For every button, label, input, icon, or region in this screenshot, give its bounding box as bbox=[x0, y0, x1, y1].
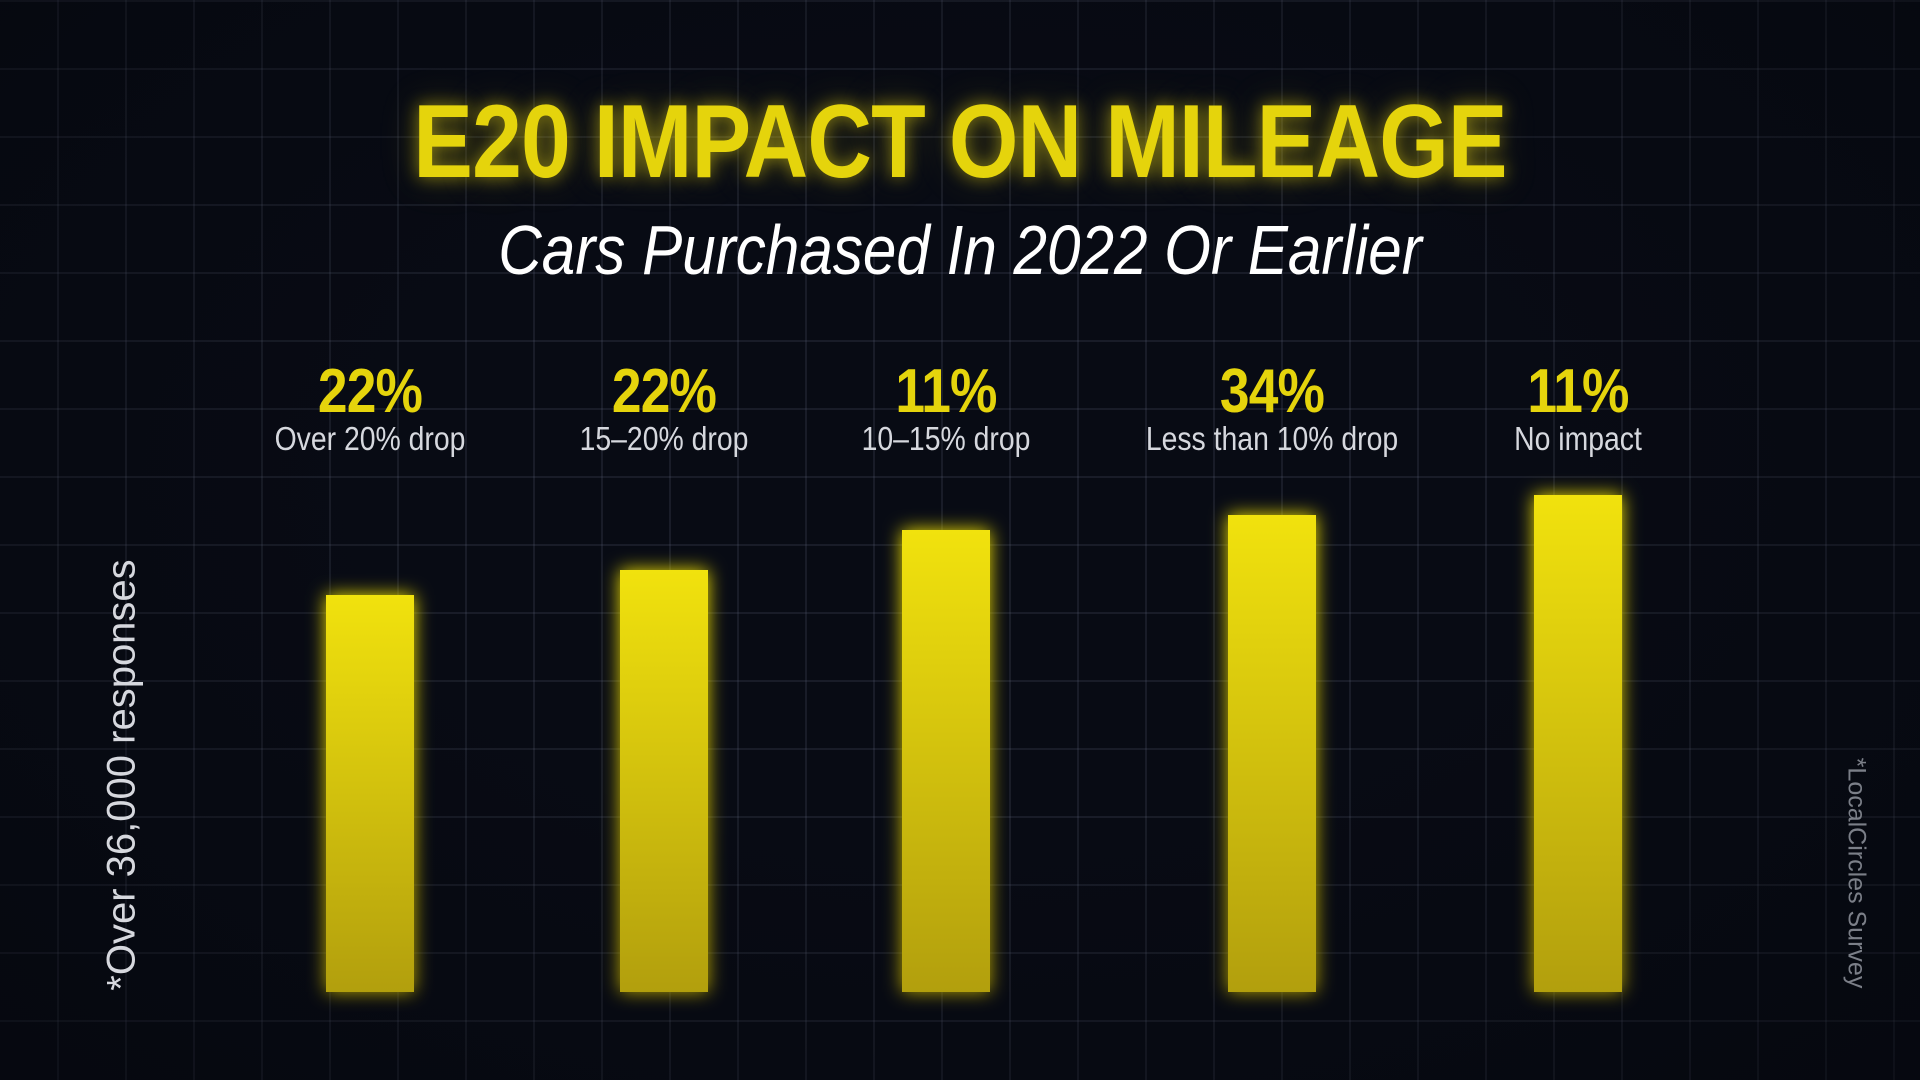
category-label-2: 15–20% drop bbox=[580, 420, 749, 458]
chart-title: E20 IMPACT ON MILEAGE bbox=[413, 84, 1507, 200]
category-label-5: No impact bbox=[1514, 420, 1642, 458]
responses-note: *Over 36,000 responses bbox=[99, 559, 144, 991]
chart-subtitle: Cars Purchased In 2022 Or Earlier bbox=[498, 211, 1422, 289]
value-label-4: 34% bbox=[1220, 357, 1324, 426]
category-label-3: 10–15% drop bbox=[862, 420, 1031, 458]
category-label-1: Over 20% drop bbox=[275, 420, 466, 458]
bar-1 bbox=[326, 595, 414, 992]
value-label-1: 22% bbox=[318, 357, 422, 426]
bar-4 bbox=[1228, 515, 1316, 992]
value-label-5: 11% bbox=[1527, 357, 1628, 426]
category-label-4: Less than 10% drop bbox=[1146, 420, 1398, 458]
value-label-3: 11% bbox=[895, 357, 996, 426]
bars-group bbox=[326, 495, 1622, 992]
value-label-2: 22% bbox=[612, 357, 716, 426]
bar-5 bbox=[1534, 495, 1622, 992]
source-note: *LocalCircles Survey bbox=[1842, 757, 1871, 989]
bar-2 bbox=[620, 570, 708, 992]
bar-3 bbox=[902, 530, 990, 992]
